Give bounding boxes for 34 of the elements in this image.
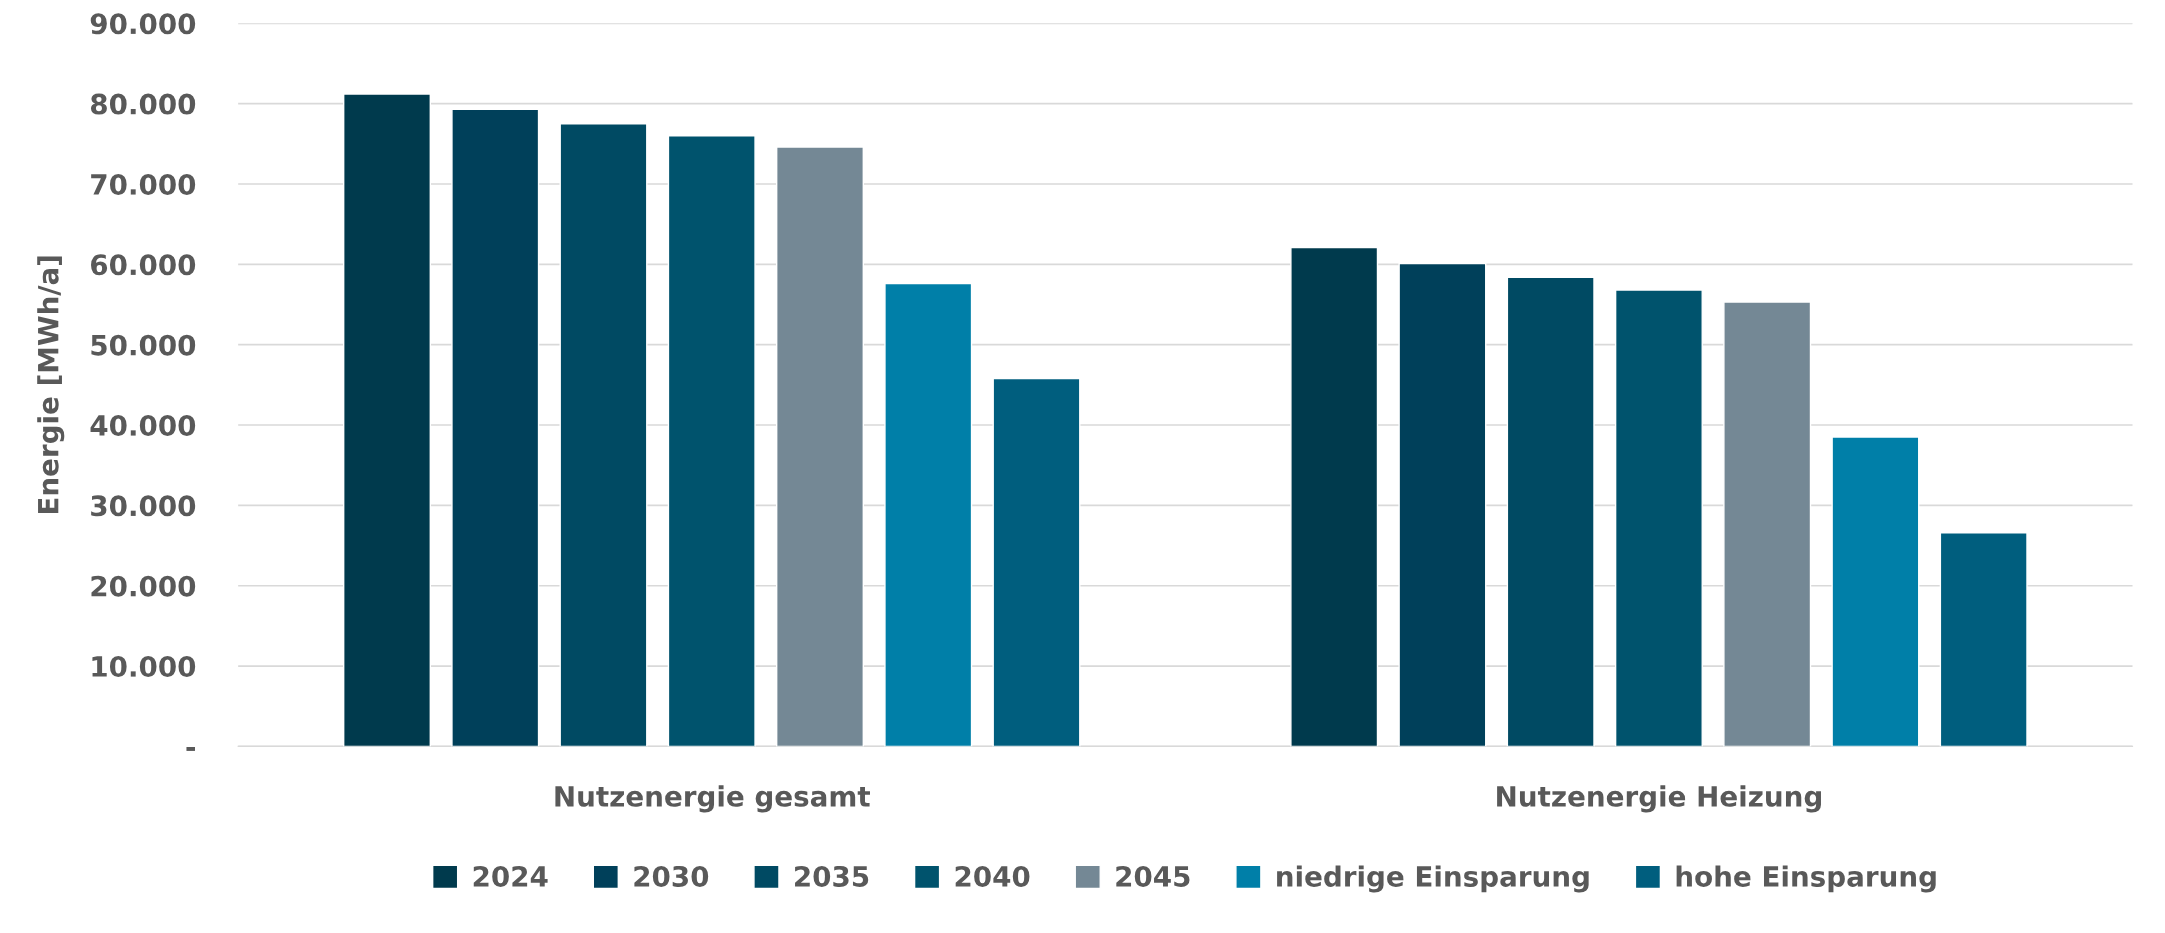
legend-label: 2030	[634, 865, 709, 887]
y-axis-title: Energie [MWh/a]	[37, 256, 65, 514]
bar	[1398, 262, 1487, 747]
y-tick-label: 70.000	[91, 173, 196, 195]
y-tick-label: 40.000	[90, 414, 196, 436]
legend-label: 2035	[795, 865, 869, 887]
bar	[559, 123, 648, 747]
y-tick-label: 30.000	[91, 495, 196, 517]
x-tick-label: Nutzenergie gesamt	[555, 785, 870, 813]
legend-label: hohe Einsparung	[1676, 865, 1936, 893]
y-tick-label: 80.000	[90, 93, 196, 115]
y-tick-label: 10.000	[92, 656, 196, 678]
y-tick-label: 50.000	[91, 334, 196, 356]
bar	[451, 108, 540, 747]
bar	[1290, 246, 1379, 747]
y-tick-label: 90.000	[90, 13, 196, 35]
bar	[1723, 301, 1812, 747]
bar	[775, 146, 864, 747]
bar	[667, 135, 756, 747]
legend-label: 2024	[473, 865, 548, 887]
bar	[1939, 531, 2028, 747]
bar	[1831, 436, 1920, 747]
legend-label: 2040	[955, 865, 1030, 887]
bar	[1614, 289, 1703, 747]
bar	[884, 282, 973, 747]
x-tick-label: Nutzenergie Heizung	[1497, 785, 1821, 813]
y-tick-label: 60.000	[91, 254, 196, 276]
y-tick-label: -	[186, 746, 195, 751]
legend-label: niedrige Einsparung	[1277, 865, 1589, 893]
bar	[1506, 276, 1595, 747]
bar	[342, 93, 431, 747]
legend-label: 2045	[1116, 865, 1190, 887]
y-tick-label: 20.000	[91, 575, 196, 597]
bar	[992, 377, 1081, 747]
